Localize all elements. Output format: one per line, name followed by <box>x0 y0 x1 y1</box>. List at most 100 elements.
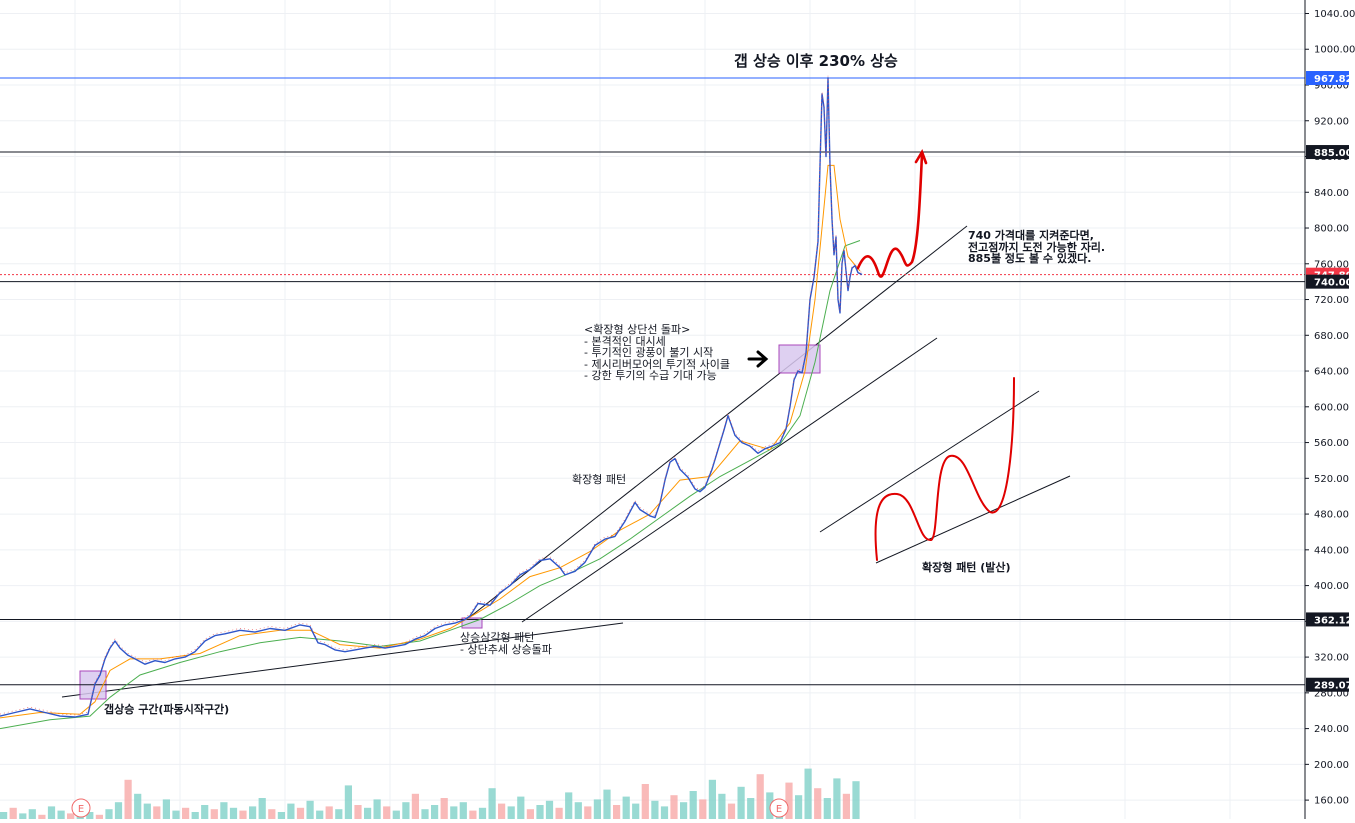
price-level-badge <box>1306 274 1349 289</box>
price-axis-tick-label: 160.00 <box>1314 796 1349 807</box>
volume-bar <box>545 800 554 819</box>
volume-bar <box>38 814 46 819</box>
price-axis-tick-label: 600.00 <box>1314 402 1349 413</box>
price-axis-tick-label: 200.00 <box>1314 760 1349 771</box>
volume-bar <box>747 798 755 819</box>
volume-bar <box>114 802 123 819</box>
fast-moving-average-line <box>0 164 861 719</box>
price-axis-tick-label: 560.00 <box>1314 438 1349 449</box>
breakout-annotation: <확장형 상단선 돌파> - 본격적인 대시세 - 투기적인 광풍이 불기 시작… <box>584 323 731 382</box>
volume-bar <box>450 806 458 819</box>
volume-bar <box>67 813 75 819</box>
price-axis-tick-label: 1040.00 <box>1314 9 1355 20</box>
volume-bar <box>536 805 544 819</box>
expanding-pattern-label: 확장형 패턴 <box>572 473 627 486</box>
volume-bar <box>756 774 764 819</box>
volume-bar <box>402 802 410 819</box>
volume-bar <box>718 793 726 819</box>
volume-bar <box>373 799 381 819</box>
volume-bar <box>795 795 803 819</box>
volume-bar <box>57 810 65 819</box>
volume-bar <box>708 779 716 819</box>
volume-bar <box>277 812 285 819</box>
volume-bar <box>469 810 477 819</box>
price-axis-tick-label: 920.00 <box>1314 116 1349 127</box>
volume-bar <box>383 806 391 819</box>
volume-bar <box>143 803 151 819</box>
volume-bar <box>86 812 94 819</box>
price-axis: 160.00200.00240.00280.00320.00360.00400.… <box>1304 0 1355 819</box>
volume-bar <box>498 803 506 819</box>
volume-bar <box>699 799 707 819</box>
trend-lines <box>61 225 1071 698</box>
volume-bar <box>641 784 649 819</box>
price-axis-tick-label: 960.00 <box>1314 81 1349 92</box>
volume-bar <box>670 795 678 819</box>
volume-bar <box>737 786 745 819</box>
volume-bar <box>660 806 669 819</box>
volume-bar <box>268 809 276 819</box>
volume-bar <box>555 807 563 819</box>
price-level-badge-label: 289.07 <box>1314 681 1353 692</box>
expanding-pattern-lower-line <box>521 337 938 623</box>
volume-bar <box>220 802 228 819</box>
breakout-arrow <box>747 350 769 368</box>
volume-bar <box>28 809 36 819</box>
price-axis-tick-label: 1000.00 <box>1314 45 1355 56</box>
volume-bar <box>622 796 630 819</box>
volume-bar <box>804 768 812 819</box>
price-axis-tick-label: 800.00 <box>1314 224 1349 235</box>
example-pattern-drawing <box>874 377 1015 561</box>
volume-bar <box>842 793 850 819</box>
volume-bar <box>852 781 860 819</box>
volume-bar <box>814 788 822 819</box>
volume-bar <box>727 803 736 819</box>
expanding-pattern-upper-line <box>465 225 968 621</box>
triangle-breakout-highlight-box <box>461 617 483 629</box>
earnings-marker-label: E <box>78 804 84 815</box>
volume-bar <box>651 800 659 819</box>
volume-bar <box>258 798 266 819</box>
price-axis-tick-label: 760.00 <box>1314 259 1349 270</box>
volume-bars <box>0 768 860 819</box>
price-level-badge <box>1306 71 1349 86</box>
price-axis-tick-label: 400.00 <box>1314 581 1349 592</box>
price-level-badge-label: 967.82 <box>1314 74 1353 85</box>
volume-bar <box>229 807 238 819</box>
earnings-marker-label: E <box>776 804 782 815</box>
ascending-triangle-annotation: 상승삼각형 패턴 - 상단추세 상승돌파 <box>460 631 552 656</box>
volume-bar <box>392 810 400 819</box>
price-level-badge-label: 740.00 <box>1314 278 1353 289</box>
price-axis-tick-label: 280.00 <box>1314 688 1349 699</box>
example-channel-upper-line <box>819 390 1040 533</box>
price-level-badge <box>1306 612 1349 627</box>
expanding-divergence-label: 확장형 패턴 (발산) <box>922 561 1011 574</box>
price-axis-tick-label: 440.00 <box>1314 545 1349 556</box>
volume-bar <box>411 793 419 819</box>
volume-bar <box>239 810 247 819</box>
gap-up-annotation: 갭상승 구간(파동시작구간) <box>104 703 230 716</box>
volume-bar <box>603 789 611 819</box>
price-axis-tick-label: 640.00 <box>1314 367 1349 378</box>
volume-bar <box>344 785 352 819</box>
price-level-badge <box>1306 145 1349 160</box>
price-axis-tick-label: 320.00 <box>1314 653 1349 664</box>
price-axis-tick-label: 480.00 <box>1314 510 1349 521</box>
volume-bar <box>191 812 199 819</box>
volume-bar <box>335 809 343 819</box>
earnings-marker-circle <box>769 798 789 818</box>
volume-bar <box>249 806 257 819</box>
volume-bar <box>488 788 496 819</box>
volume-bar <box>833 778 841 819</box>
price-level-badge-label: 362.12 <box>1314 615 1353 626</box>
volume-bar <box>182 807 190 819</box>
volume-bar <box>95 814 103 819</box>
volume-bar <box>584 806 592 819</box>
volume-bar <box>478 807 487 819</box>
volume-bar <box>287 803 295 819</box>
volume-bar <box>574 802 582 819</box>
volume-bar <box>364 807 372 819</box>
volume-bar <box>105 809 113 819</box>
